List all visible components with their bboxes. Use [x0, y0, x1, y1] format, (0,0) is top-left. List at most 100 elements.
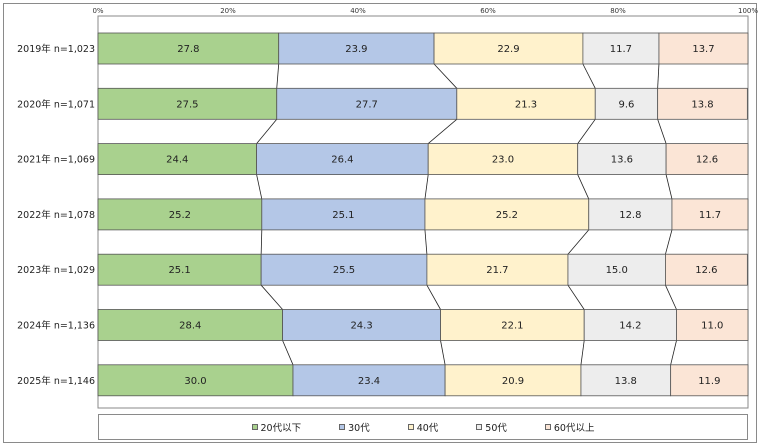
data-label: 25.1 [332, 210, 354, 221]
series-line [260, 229, 263, 255]
series-line [433, 63, 458, 89]
data-label: 27.5 [176, 99, 198, 110]
series-line [665, 174, 673, 199]
data-label: 23.9 [345, 44, 367, 55]
legend-label: 40代 [416, 423, 439, 434]
series-line [260, 284, 283, 310]
bar-segment [97, 32, 280, 65]
bar-segment [582, 32, 660, 65]
legend: 20代以下 30代 40代 50代 60代以上 [98, 414, 748, 440]
data-label: 27.8 [177, 44, 199, 55]
data-label: 22.9 [497, 44, 519, 55]
series-line [670, 340, 677, 365]
legend-swatch [476, 424, 483, 430]
category-label: 2025年 n=1,146 [17, 375, 95, 387]
series-line [567, 284, 585, 310]
category-label: 2023年 n=1,029 [17, 264, 95, 276]
data-label: 24.3 [350, 321, 372, 332]
x-tick-label: 20% [220, 7, 236, 15]
data-label: 27.7 [356, 99, 378, 110]
legend-label: 30代 [348, 423, 370, 434]
x-tick-label: 60% [480, 7, 496, 15]
legend-item: 50代 [476, 420, 507, 434]
bar-segment [433, 32, 584, 65]
series-line [567, 229, 590, 255]
series-line [665, 285, 677, 310]
data-label: 12.8 [619, 210, 641, 221]
data-label: 11.9 [698, 376, 720, 387]
bar-segment [97, 309, 284, 341]
bar-segment [440, 309, 585, 341]
data-label: 12.6 [695, 265, 717, 276]
legend-item: 30代 [339, 420, 370, 434]
bar-segment [282, 309, 441, 341]
data-label: 23.0 [492, 155, 514, 166]
series-line [665, 229, 673, 255]
bar-segment [676, 309, 749, 341]
bar-segment [97, 198, 263, 231]
bar-segment [97, 364, 294, 397]
x-tick-label: 40% [350, 7, 366, 15]
series-line [282, 340, 294, 365]
bar-segment [424, 198, 590, 231]
bar-segment [577, 143, 667, 176]
series-line [582, 63, 596, 89]
series-line [424, 174, 429, 199]
series-line [577, 119, 596, 144]
category-label: 2019年 n=1,023 [17, 43, 95, 55]
data-label: 28.4 [179, 321, 201, 332]
series-line [427, 118, 458, 144]
legend-swatch [407, 424, 414, 430]
series-line [276, 63, 280, 89]
bar-segment [583, 309, 677, 341]
data-label: 21.3 [515, 99, 537, 110]
data-label: 23.4 [358, 376, 380, 387]
data-label: 11.0 [701, 321, 723, 332]
series-line [577, 174, 590, 200]
x-tick-label: 80% [610, 7, 626, 15]
data-label: 11.7 [699, 210, 721, 221]
legend-item: 40代 [407, 420, 439, 434]
series-line [256, 119, 278, 144]
data-label: 12.6 [696, 155, 718, 166]
data-label: 13.8 [615, 376, 637, 387]
legend-swatch [251, 424, 258, 430]
bar-segment [594, 87, 659, 120]
data-label: 9.6 [618, 99, 634, 110]
data-label: 21.7 [486, 265, 508, 276]
legend-item: 60代以上 [544, 420, 594, 434]
series-line [440, 340, 446, 365]
series-line [256, 174, 263, 199]
bar-segment [276, 87, 458, 120]
data-label: 15.0 [606, 265, 628, 276]
data-label: 24.4 [166, 155, 188, 166]
legend-swatch [339, 424, 346, 430]
data-label: 25.2 [496, 210, 518, 221]
bar-segment [97, 253, 262, 286]
data-label: 20.9 [502, 376, 524, 387]
bar-segment [665, 143, 749, 176]
data-label: 25.5 [333, 265, 355, 276]
bar-segment [658, 32, 749, 65]
bar-segment [260, 253, 428, 286]
bar-segment [567, 253, 666, 286]
bar-segment [261, 198, 426, 231]
category-label: 2022年 n=1,078 [17, 209, 95, 221]
series-line [657, 119, 667, 144]
data-label: 13.6 [611, 155, 633, 166]
series-line [426, 285, 441, 310]
series-line [580, 340, 585, 365]
bar-segment [670, 364, 749, 397]
data-label: 13.7 [692, 44, 714, 55]
legend-label: 20代以下 [260, 423, 302, 434]
data-label: 14.2 [619, 321, 641, 332]
legend-label: 50代 [485, 423, 507, 434]
legend-item: 20代以下 [251, 420, 302, 434]
data-label: 30.0 [184, 376, 206, 387]
x-tick-label: 0% [92, 7, 103, 15]
bar-segment [427, 143, 579, 176]
data-label: 22.1 [501, 321, 523, 332]
data-label: 13.8 [691, 99, 713, 110]
bar-segment [671, 198, 749, 231]
